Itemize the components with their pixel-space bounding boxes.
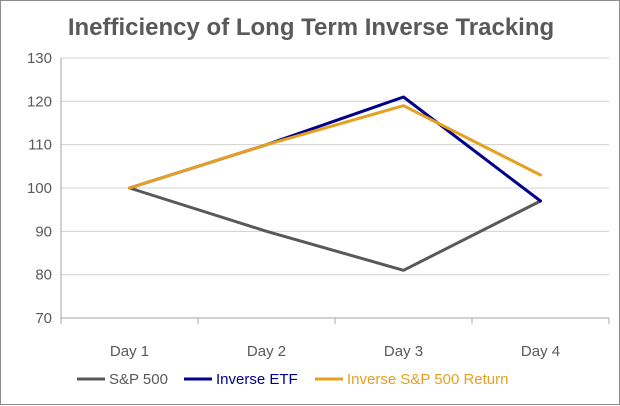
series-lines xyxy=(128,95,542,272)
x-tick-label: Day 3 xyxy=(384,343,423,360)
y-tick-label: 80 xyxy=(35,267,52,284)
chart-title: Inefficiency of Long Term Inverse Tracki… xyxy=(68,14,554,41)
legend-label-0: S&P 500 xyxy=(109,371,168,388)
y-tick-label: 120 xyxy=(27,93,52,110)
x-tick-label: Day 4 xyxy=(521,343,560,360)
y-tick-label: 70 xyxy=(35,310,52,327)
series-line-2 xyxy=(128,104,542,190)
axes: 70 80 90 100 110 120 130 Day 1 Day 2 Day 3 Day 4 xyxy=(27,50,610,360)
y-tick-label: 130 xyxy=(27,50,52,67)
legend-label-1: Inverse ETF xyxy=(216,371,298,388)
series-line-0 xyxy=(128,186,542,272)
x-tick-label: Day 2 xyxy=(247,343,286,360)
x-tick-label: Day 1 xyxy=(110,343,149,360)
y-tick-label: 110 xyxy=(28,137,52,154)
y-tick-label: 90 xyxy=(35,223,52,240)
legend: S&P 500 Inverse ETF Inverse S&P 500 Return xyxy=(77,371,508,388)
series-line-1 xyxy=(128,95,542,203)
gridlines xyxy=(61,57,609,276)
y-tick-label: 100 xyxy=(27,180,52,197)
legend-label-2: Inverse S&P 500 Return xyxy=(347,371,508,388)
